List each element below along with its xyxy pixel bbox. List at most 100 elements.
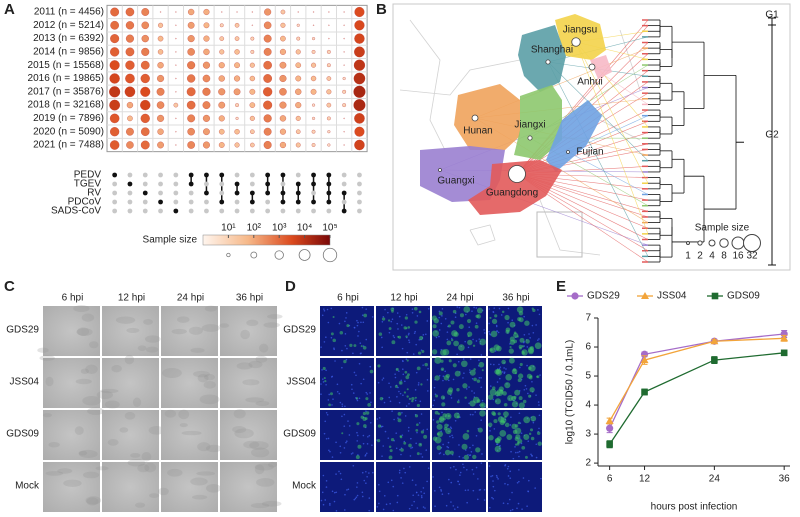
nucleus <box>518 412 521 415</box>
cell-texture <box>254 464 265 475</box>
province-dot <box>508 165 526 183</box>
nucleus <box>441 315 443 317</box>
cell-texture <box>85 364 98 374</box>
sample-dot <box>312 11 315 13</box>
nucleus <box>339 451 342 454</box>
sample-dot <box>157 74 165 83</box>
infected-cell <box>506 434 513 440</box>
y-axis-title: log10 (TCID50 / 0.1mL) <box>565 340 576 445</box>
cell-texture <box>141 451 152 462</box>
infected-cell <box>379 397 384 401</box>
cell-texture <box>266 314 283 319</box>
province <box>546 100 602 172</box>
combo-dot <box>341 181 347 187</box>
nucleus <box>381 455 383 457</box>
sample-dot <box>202 101 211 110</box>
sample-dot <box>187 74 196 83</box>
y-tick-label: 3 <box>585 429 591 440</box>
legend-tick-label: 10² <box>247 223 262 234</box>
combo-dot <box>326 181 332 187</box>
sample-dot <box>279 74 287 83</box>
combo-dot <box>295 190 301 196</box>
nucleus <box>505 368 507 370</box>
nucleus <box>418 338 421 341</box>
nucleus <box>538 313 541 316</box>
cell-texture <box>149 493 160 498</box>
legend-size-dot <box>322 247 338 263</box>
sample-dot <box>126 127 134 136</box>
combo-dot <box>127 190 133 196</box>
sample-dot <box>326 102 332 108</box>
nucleus <box>395 432 398 434</box>
nucleus <box>496 443 498 446</box>
legend-size-label: 32 <box>746 251 758 262</box>
sample-dot <box>234 129 240 135</box>
combo-dot <box>234 190 240 196</box>
cell-texture <box>251 447 270 458</box>
infected-cell <box>391 340 396 345</box>
nucleus <box>341 415 343 418</box>
fluorescence-image <box>376 306 430 356</box>
combo-dot <box>341 190 347 196</box>
infected-cell <box>501 359 506 365</box>
nucleus <box>498 363 500 366</box>
infected-cell <box>488 434 494 441</box>
nucleus <box>409 455 412 457</box>
nucleus <box>454 316 457 318</box>
infected-cell <box>497 412 501 416</box>
nucleus <box>427 367 429 370</box>
infected-cell <box>527 346 535 354</box>
province-dot <box>527 135 533 141</box>
cell-texture <box>233 409 246 419</box>
cell-texture <box>162 367 182 378</box>
infected-cell <box>418 310 422 314</box>
infected-cell <box>416 423 419 427</box>
nucleus <box>495 325 498 328</box>
legend-size-dot <box>250 251 258 259</box>
nucleus <box>480 462 483 464</box>
combo-dot <box>311 172 316 178</box>
infected-cell <box>528 394 532 398</box>
nucleus <box>538 404 540 406</box>
nucleus <box>492 398 495 401</box>
nucleus <box>329 504 331 506</box>
nucleus <box>331 490 334 493</box>
sample-dot <box>312 103 316 107</box>
infected-cell <box>527 366 532 371</box>
nucleus <box>368 434 371 437</box>
combo-dot <box>112 190 118 196</box>
infected-cell <box>388 327 392 330</box>
nucleus <box>538 427 540 430</box>
sample-dot <box>296 23 300 27</box>
cell-texture <box>124 354 135 365</box>
sample-dot <box>109 73 120 84</box>
sample-dot <box>311 143 316 147</box>
infected-cell <box>328 403 332 407</box>
brightfield-image <box>220 306 277 356</box>
nucleus <box>336 383 339 386</box>
sample-dot <box>186 87 196 97</box>
cell-texture <box>48 441 60 448</box>
sample-dot <box>311 129 316 134</box>
nucleus <box>426 320 429 322</box>
legend-title: Sample size <box>143 235 198 246</box>
infected-cell <box>343 359 347 364</box>
nucleus <box>410 447 412 449</box>
nucleus <box>341 366 343 369</box>
infected-cell <box>424 362 428 367</box>
nucleus <box>521 508 523 511</box>
nucleus <box>351 388 353 391</box>
nucleus <box>466 501 468 504</box>
nucleus <box>362 434 365 437</box>
nucleus <box>445 504 448 507</box>
infected-cell <box>421 350 425 353</box>
nucleus <box>472 413 474 416</box>
nucleus <box>322 503 325 506</box>
nucleus <box>396 501 399 504</box>
sample-dot <box>202 61 210 69</box>
infected-cell <box>436 445 442 451</box>
combo-dot <box>204 172 209 178</box>
infected-cell <box>469 369 476 376</box>
nucleus <box>426 379 429 381</box>
nucleus <box>522 477 525 479</box>
